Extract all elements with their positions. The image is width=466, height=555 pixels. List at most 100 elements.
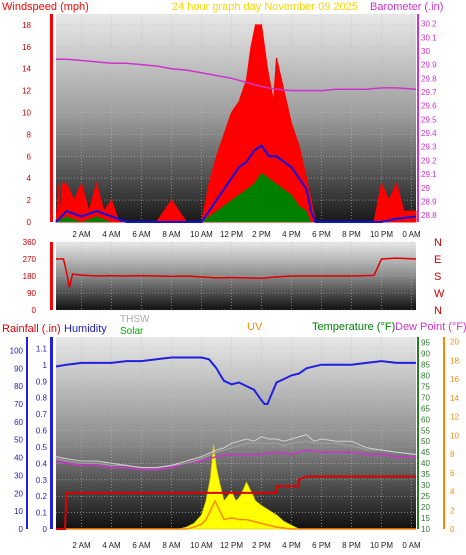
time-tick-label: 0 AM — [402, 230, 421, 239]
time-tick-label: 8 AM — [162, 230, 181, 239]
time-tick-label: 10 PM — [370, 230, 393, 239]
rainfall-tick-label: 0.5 — [36, 443, 48, 452]
humidity-tick-label: 90 — [14, 364, 23, 373]
uv-tick-label: 16 — [450, 375, 459, 384]
dewpoint-series — [55, 449, 416, 471]
barometer-tick-label: 29.6 — [421, 102, 437, 111]
uv-tick-label: 2 — [450, 506, 455, 515]
uv-tick-label: 6 — [450, 469, 455, 478]
time-tick-label: 8 PM — [342, 230, 361, 239]
temperature-tick-label: 55 — [421, 426, 430, 435]
barometer-tick-label: 28.9 — [421, 197, 437, 206]
humidity-tick-label: 0 — [19, 525, 24, 534]
uv-series — [56, 499, 416, 530]
time-tick-label: 6 PM — [312, 230, 331, 239]
time-tick-label: 0 AM — [402, 541, 421, 550]
wind-green-series — [56, 172, 416, 222]
rainfall-tick-label: 1 — [43, 361, 48, 370]
humidity-tick-label: 50 — [14, 436, 23, 445]
time-tick-label: 4 AM — [102, 541, 121, 550]
humidity-tick-label: 70 — [14, 400, 23, 409]
barometer-tick-label: 30.1 — [421, 33, 437, 42]
compass-label: E — [434, 254, 441, 266]
uv-tick-label: 8 — [450, 450, 455, 459]
time-tick-label: 8 AM — [162, 541, 181, 550]
time-tick-label: 12 PM — [220, 230, 243, 239]
rainfall-tick-label: 0.6 — [36, 427, 48, 436]
windspeed-tick-label: 4 — [27, 174, 32, 183]
time-tick-label: 2 PM — [252, 230, 271, 239]
date-title: 24 hour graph day November 09 2025 — [172, 1, 358, 13]
direction-axis-bar — [50, 242, 53, 310]
barometer-tick-label: 30 — [421, 47, 430, 56]
time-tick-label: 6 PM — [312, 541, 331, 550]
uv-tick-label: 14 — [450, 394, 459, 403]
windspeed-tick-label: 6 — [27, 152, 32, 161]
barometer-tick-label: 29.5 — [421, 115, 437, 124]
wind-direction-series — [56, 257, 417, 288]
compass-label: S — [434, 271, 441, 283]
humidity-tick-label: 20 — [14, 489, 23, 498]
barometer-axis-bar — [417, 14, 419, 222]
windspeed-tick-label: 2 — [27, 196, 32, 205]
uv-title: UV — [247, 321, 263, 333]
windspeed-tick-label: 18 — [22, 21, 31, 30]
time-tick-label: 10 AM — [190, 230, 213, 239]
windspeed-title: Windspeed (mph) — [2, 1, 89, 13]
temperature-tick-label: 70 — [421, 393, 430, 402]
temperature-plot-background — [56, 337, 416, 529]
windspeed-tick-label: 0 — [27, 218, 32, 227]
temperature-tick-label: 30 — [421, 481, 430, 490]
humidity-tick-label: 60 — [14, 418, 23, 427]
rainfall-title: Rainfall (.in) — [2, 323, 61, 335]
temperature-tick-label: 60 — [421, 415, 430, 424]
uv-tick-label: 4 — [450, 488, 455, 497]
temperature-tick-label: 65 — [421, 404, 430, 413]
humidity-tick-label: 10 — [14, 507, 23, 516]
temperature-tick-label: 45 — [421, 448, 430, 457]
windspeed-tick-label: 8 — [27, 130, 32, 139]
temperature-tick-label: 25 — [421, 492, 430, 501]
rainfall-tick-label: 0.2 — [36, 492, 48, 501]
humidity-tick-label: 80 — [14, 382, 23, 391]
temperature-tick-label: 40 — [421, 459, 430, 468]
compass-label: N — [434, 237, 442, 249]
time-tick-label: 2 AM — [72, 541, 91, 550]
barometer-tick-label: 30.2 — [421, 20, 437, 29]
time-tick-label: 10 AM — [190, 541, 213, 550]
thsw-title: THSW — [120, 314, 150, 325]
humidity-tick-label: 30 — [14, 471, 23, 480]
barometer-tick-label: 29.3 — [421, 143, 437, 152]
temperature-axis-bar — [417, 337, 419, 529]
time-tick-label: 10 PM — [370, 541, 393, 550]
time-tick-label: 8 PM — [342, 541, 361, 550]
axes: 02468101214161828.828.92929.129.229.329.… — [10, 14, 459, 550]
rainfall-tick-label: 0.8 — [36, 394, 48, 403]
uv-tick-label: 18 — [450, 356, 459, 365]
time-tick-label: 4 PM — [282, 230, 301, 239]
barometer-title: Barometer (.in) — [370, 1, 443, 13]
direction-tick-label: 180 — [23, 272, 37, 281]
windspeed-tick-label: 14 — [22, 65, 31, 74]
uv-tick-label: 10 — [450, 431, 459, 440]
solar-series — [56, 444, 416, 530]
rainfall-tick-label: 0.9 — [36, 377, 48, 386]
barometer-tick-label: 28.8 — [421, 211, 437, 220]
windspeed-tick-label: 10 — [22, 109, 31, 118]
time-tick-label: 6 AM — [132, 541, 151, 550]
windspeed-tick-label: 16 — [22, 43, 31, 52]
time-tick-label: 4 AM — [102, 230, 121, 239]
uv-axis-bar — [443, 337, 445, 529]
uv-tick-label: 20 — [450, 338, 459, 347]
barometer-tick-label: 29.9 — [421, 61, 437, 70]
rainfall-tick-label: 0.1 — [36, 509, 48, 518]
rainfall-tick-label: 1.1 — [36, 344, 48, 353]
temperature-tick-label: 80 — [421, 371, 430, 380]
barometer-tick-label: 29.8 — [421, 74, 437, 83]
solar-title: Solar — [120, 326, 144, 337]
rainfall-tick-label: 0.7 — [36, 410, 48, 419]
time-tick-label: 12 PM — [220, 541, 243, 550]
barometer-tick-label: 29.7 — [421, 88, 437, 97]
